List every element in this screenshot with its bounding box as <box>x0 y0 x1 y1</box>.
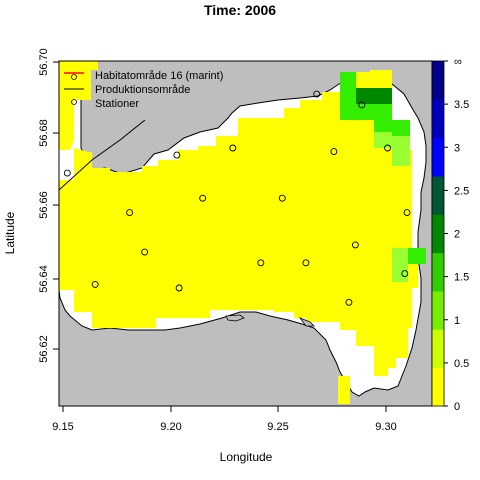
legend-circle <box>71 74 77 80</box>
colorbar-band <box>432 61 444 100</box>
habitat-cell-se <box>338 376 350 404</box>
station-marker <box>302 259 310 267</box>
y-axis-label: Latitude <box>3 211 17 254</box>
station-marker <box>278 194 286 202</box>
colorbar-band <box>432 329 444 369</box>
colorbar-band <box>432 252 444 292</box>
colorbar-tick-label: 2.5 <box>454 185 469 197</box>
colorbar-band <box>432 367 444 407</box>
cell-green-e <box>408 248 426 264</box>
station-marker <box>358 101 366 109</box>
legend: Habitatområde 16 (marint) Produktionsomr… <box>64 70 223 110</box>
production-area-line <box>59 119 146 191</box>
colorbar-tick-label: 3 <box>454 142 460 154</box>
colorbar-bands <box>432 61 444 407</box>
colorbar-tick-label: ∞ <box>454 56 462 68</box>
station-marker <box>313 90 321 98</box>
colorbar-band <box>432 99 444 139</box>
habitat-cells <box>59 61 418 404</box>
cell-darkgreen <box>356 88 392 104</box>
colorbar-tick-label: 3.5 <box>454 99 469 111</box>
cell-green-a <box>356 104 392 120</box>
habitat-cell-nw <box>59 61 98 150</box>
legend-item-habitat: Habitatområde 16 (marint) <box>64 70 223 82</box>
station-marker <box>141 248 149 256</box>
colorbar-band <box>432 291 444 330</box>
station-marker <box>330 148 338 156</box>
cell-green-top <box>340 72 356 100</box>
y-axis <box>53 61 60 406</box>
legend-item-stations: Stationer <box>71 98 139 110</box>
stations-layer <box>63 90 411 306</box>
cell-lightgreen-b <box>392 136 410 166</box>
high-value-cells <box>340 72 426 282</box>
x-tick-label: 9.20 <box>160 421 181 433</box>
y-tick-label: 56.66 <box>38 191 50 219</box>
x-axis-label: Longitude <box>220 450 273 464</box>
legend-circle <box>71 99 77 105</box>
legend-label: Stationer <box>95 98 139 110</box>
colorbar-band <box>432 137 444 177</box>
y-tick-label: 56.64 <box>38 265 50 293</box>
colorbar-band <box>432 176 444 215</box>
station-marker <box>351 241 359 249</box>
cell-lightgreen-a <box>374 132 392 148</box>
habitat-cell-main <box>59 70 418 376</box>
station-marker <box>91 280 99 288</box>
station-marker <box>173 151 181 159</box>
cell-green-d <box>392 120 410 136</box>
station-marker <box>257 259 265 267</box>
colorbar-tick-label: 0.5 <box>454 358 469 370</box>
colorbar-band <box>432 214 444 254</box>
station-marker <box>345 298 353 306</box>
legend-item-production: Produktionsområde <box>64 84 190 96</box>
y-tick-label: 56.70 <box>38 48 50 76</box>
y-tick-label: 56.68 <box>38 119 50 147</box>
station-marker <box>63 169 71 177</box>
legend-label: Habitatområde 16 (marint) <box>95 70 223 82</box>
x-tick-label: 9.30 <box>375 421 396 433</box>
station-marker <box>229 144 237 152</box>
station-marker <box>199 194 207 202</box>
cell-lightgreen-c <box>392 248 408 282</box>
island-shape <box>298 317 315 327</box>
map-area <box>59 61 432 406</box>
station-marker <box>175 284 183 292</box>
station-marker <box>403 209 411 217</box>
chart-title: Time: 2006 <box>204 2 276 18</box>
colorbar-tick-label: 2 <box>454 229 460 241</box>
station-marker <box>384 144 392 152</box>
cell-green-c <box>374 120 392 132</box>
colorbar-ticks: 0 0.5 1 1.5 2 2.5 3 3.5 ∞ <box>444 56 469 413</box>
station-marker <box>401 270 409 278</box>
y-tick-label: 56.62 <box>38 335 50 363</box>
colorbar-tick-label: 0 <box>454 401 460 413</box>
x-tick-label: 9.15 <box>52 421 73 433</box>
colorbar-tick-label: 1 <box>454 315 460 327</box>
colorbar-tick-label: 1.5 <box>454 272 469 284</box>
x-tick-label: 9.25 <box>267 421 288 433</box>
station-marker <box>126 209 134 217</box>
x-axis <box>59 405 432 412</box>
island-shape <box>225 314 245 322</box>
legend-label: Produktionsområde <box>95 84 190 96</box>
cell-green-b <box>340 100 356 120</box>
colorbar: 0 0.5 1 1.5 2 2.5 3 3.5 ∞ <box>431 56 469 413</box>
